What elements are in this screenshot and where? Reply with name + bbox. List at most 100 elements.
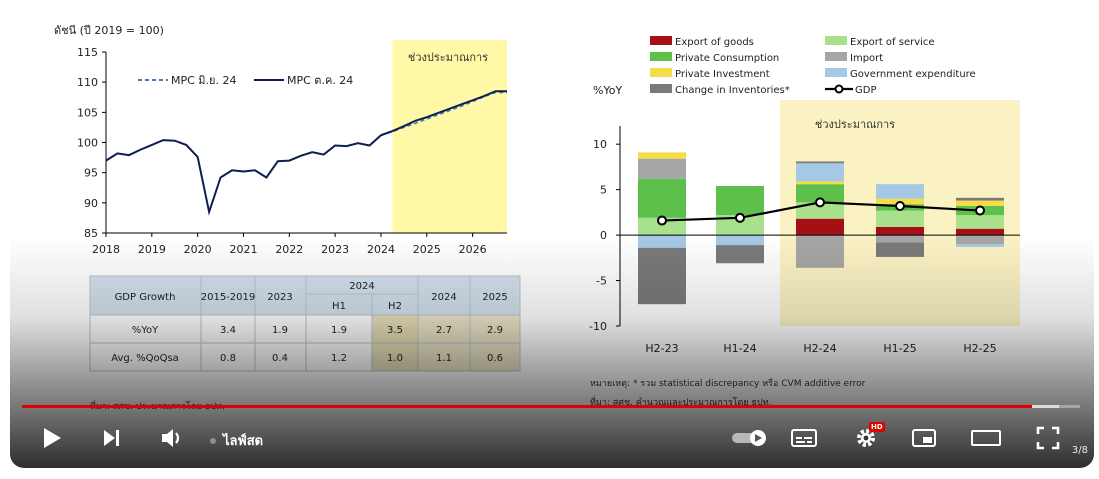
table-cell: 1.1 bbox=[436, 353, 452, 364]
gdp-index-chart: ช่วงประมาณการ ดัชนี (ปี 2019 = 100) 1151… bbox=[54, 24, 507, 256]
x-tick-label: 2025 bbox=[413, 243, 441, 256]
bar-segment bbox=[796, 184, 844, 203]
line-series bbox=[105, 90, 507, 216]
legend: Export of goods Export of service Private … bbox=[650, 36, 976, 96]
volume-icon bbox=[162, 429, 180, 447]
legend-solid-label: MPC ต.ค. 24 bbox=[287, 74, 353, 87]
table-cell: 3.4 bbox=[220, 325, 236, 336]
legend-swatch bbox=[825, 68, 847, 77]
forecast-region bbox=[392, 40, 507, 233]
miniplayer-button[interactable] bbox=[906, 422, 942, 454]
table-header: H2 bbox=[388, 301, 402, 312]
bar-segment bbox=[876, 226, 924, 236]
y-tick-label: 95 bbox=[84, 167, 98, 180]
bar-segment bbox=[876, 235, 924, 243]
subtitles-button[interactable] bbox=[786, 422, 822, 454]
play-button[interactable] bbox=[34, 422, 70, 454]
progress-bar[interactable] bbox=[22, 405, 1080, 408]
y-axis-label: %YoY bbox=[593, 84, 622, 97]
bar-segment bbox=[638, 152, 686, 159]
bar-segment bbox=[956, 235, 1004, 245]
legend-swatch bbox=[825, 52, 847, 61]
legend: MPC มิ.ย. 24 MPC ต.ค. 24 bbox=[138, 74, 353, 87]
table-cell: 2.9 bbox=[487, 325, 503, 336]
legend-swatch bbox=[650, 84, 672, 93]
bar-segment bbox=[956, 228, 1004, 236]
x-tick-label: 2020 bbox=[184, 243, 212, 256]
y-tick-label: 90 bbox=[84, 197, 98, 210]
x-tick-label: 2018 bbox=[92, 243, 120, 256]
live-dot-icon bbox=[210, 437, 216, 444]
bar-segment bbox=[956, 200, 1004, 206]
gdp-point bbox=[657, 215, 667, 226]
y-tick-labels: 115 110 105 100 95 90 85 bbox=[77, 46, 106, 240]
subtitles-icon bbox=[791, 429, 817, 447]
table-header: 2024 bbox=[431, 292, 456, 303]
y-tick-labels: 10 5 0 -5 -10 bbox=[589, 138, 620, 333]
legend-marker bbox=[834, 84, 844, 94]
bar-segment bbox=[876, 242, 924, 257]
legend-label: Export of goods bbox=[675, 37, 754, 48]
bar-segment bbox=[716, 186, 764, 216]
x-tick-label: H2-23 bbox=[645, 342, 678, 355]
settings-button[interactable]: HD bbox=[848, 422, 885, 454]
x-tick-label: H1-25 bbox=[883, 342, 916, 355]
gear-icon bbox=[857, 429, 875, 447]
slide-counter: 3/8 bbox=[1071, 445, 1088, 456]
fullscreen-icon bbox=[1036, 426, 1060, 450]
theater-mode-button[interactable] bbox=[968, 422, 1004, 454]
y-tick-label: 110 bbox=[77, 76, 98, 89]
table-row-label: %YoY bbox=[132, 325, 159, 336]
legend-label: Import bbox=[850, 53, 883, 64]
x-tick-label: H2-24 bbox=[803, 342, 836, 355]
autoplay-toggle[interactable] bbox=[728, 422, 772, 454]
bar-segment bbox=[716, 235, 764, 246]
table-cell: 1.0 bbox=[387, 353, 403, 364]
bar-segment bbox=[796, 163, 844, 182]
legend-label: Government expenditure bbox=[850, 69, 976, 80]
forecast-label: ช่วงประมาณการ bbox=[408, 51, 488, 64]
legend-label: GDP bbox=[855, 85, 876, 96]
y-tick-label: -10 bbox=[589, 320, 607, 333]
bar-segment bbox=[956, 197, 1004, 201]
y-tick-label: 85 bbox=[84, 227, 98, 240]
y-tick-label: 105 bbox=[77, 106, 98, 119]
table-cell: 3.5 bbox=[387, 325, 403, 336]
table-cell: 2.7 bbox=[436, 325, 452, 336]
forecast-label: ช่วงประมาณการ bbox=[815, 118, 895, 131]
y-tick-label: 100 bbox=[77, 137, 98, 150]
live-indicator[interactable]: ไลฟ์สด bbox=[210, 430, 263, 451]
gdp-point bbox=[815, 197, 825, 208]
hd-badge: HD bbox=[869, 422, 885, 432]
live-label: ไลฟ์สด bbox=[223, 434, 264, 449]
table-cell: 1.9 bbox=[331, 325, 347, 336]
legend-label: Change in Inventories* bbox=[675, 85, 790, 96]
bar-segment bbox=[716, 215, 764, 236]
table-header: 2023 bbox=[267, 292, 292, 303]
x-tick-labels: 2018 2019 2020 2021 2022 2023 2024 2025 2026 bbox=[92, 233, 487, 256]
x-tick-label: H1-24 bbox=[723, 342, 756, 355]
gdp-contribution-chart: ช่วงประมาณการ %YoY Export of goods Export… bbox=[589, 36, 1020, 408]
table-header: 2015-2019 bbox=[201, 292, 256, 303]
video-player[interactable]: ช่วงประมาณการ ดัชนี (ปี 2019 = 100) 115 1… bbox=[10, 8, 1094, 468]
y-tick-label: 5 bbox=[600, 184, 607, 197]
index-axis-label: ดัชนี (ปี 2019 = 100) bbox=[54, 24, 164, 37]
fullscreen-button[interactable] bbox=[1030, 422, 1066, 454]
bar-segment bbox=[796, 181, 844, 185]
legend-label: Private Investment bbox=[675, 69, 770, 80]
x-tick-label: 2021 bbox=[229, 243, 257, 256]
legend-label: Export of service bbox=[850, 37, 935, 48]
gdp-point bbox=[735, 212, 745, 223]
slide: ช่วงประมาณการ ดัชนี (ปี 2019 = 100) 1151… bbox=[54, 24, 1020, 412]
skip-next-icon bbox=[104, 430, 119, 446]
bar-segment bbox=[956, 244, 1004, 247]
table-row-label: Avg. %QoQsa bbox=[111, 353, 179, 364]
x-tick-label: 2022 bbox=[275, 243, 303, 256]
legend-dashed-label: MPC มิ.ย. 24 bbox=[171, 74, 236, 87]
x-tick-label: 2024 bbox=[367, 243, 395, 256]
next-button[interactable] bbox=[94, 422, 130, 454]
theater-mode-icon bbox=[971, 430, 1001, 446]
x-tick-label: 2026 bbox=[459, 243, 487, 256]
mute-button[interactable] bbox=[154, 422, 190, 454]
bar-segment bbox=[638, 178, 686, 218]
